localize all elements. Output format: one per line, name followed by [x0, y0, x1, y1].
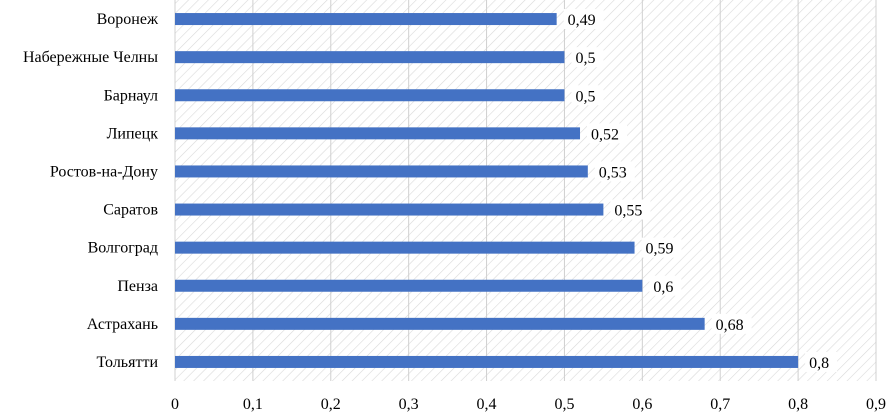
category-label: Волгоград	[88, 240, 158, 257]
data-label-bg	[610, 199, 651, 220]
data-label: 0,68	[716, 317, 744, 334]
category-label: Липецк	[107, 125, 159, 142]
data-label: 0,8	[809, 355, 829, 372]
data-label: 0,6	[653, 279, 673, 296]
category-label: Барнаул	[104, 87, 158, 104]
x-tick-label: 0,8	[788, 396, 808, 412]
bar	[175, 165, 588, 178]
x-tick-label: 0,3	[399, 396, 419, 412]
data-label: 0,53	[599, 164, 627, 181]
x-tick-label: 0,7	[710, 396, 730, 412]
category-label: Саратов	[103, 202, 158, 219]
data-label-bg	[805, 351, 838, 372]
category-label: Тольятти	[96, 354, 158, 371]
x-tick-label: 0,4	[477, 396, 497, 412]
bar	[175, 355, 799, 368]
x-tick-label: 0,5	[554, 396, 574, 412]
data-label: 0,52	[591, 126, 619, 143]
x-tick-label: 0	[171, 396, 179, 412]
category-label: Набережные Челны	[23, 49, 158, 66]
x-tick-label: 0,2	[321, 396, 341, 412]
bar	[175, 13, 557, 26]
data-label: 0,59	[646, 241, 674, 258]
data-label: 0,5	[575, 50, 595, 67]
x-tick-label: 0,9	[866, 396, 886, 412]
bar	[175, 51, 565, 64]
data-label: 0,55	[614, 203, 642, 220]
bar	[175, 203, 604, 216]
bar	[175, 317, 705, 330]
data-label-bg	[587, 123, 628, 144]
data-label-bg	[641, 237, 682, 258]
data-label-bg	[711, 313, 752, 334]
data-label-bg	[563, 9, 604, 30]
bar	[175, 127, 581, 140]
category-label: Ростов-на-Дону	[50, 163, 158, 180]
data-label-bg	[594, 161, 635, 182]
category-label: Воронеж	[97, 11, 159, 28]
plot-area	[175, 0, 876, 381]
category-label: Пенза	[117, 278, 158, 295]
data-label-bg	[649, 275, 682, 296]
data-label: 0,5	[575, 88, 595, 105]
category-label: Астрахань	[87, 316, 158, 333]
x-tick-label: 0,1	[243, 396, 263, 412]
x-tick-label: 0,6	[632, 396, 652, 412]
bar	[175, 279, 643, 292]
data-label-bg	[571, 47, 604, 68]
bar	[175, 241, 635, 254]
labels: 0 0,1 0,2 0,3 0,4 0,5 0,6 0,7 0,8 0,9 Воронеж 0,49 Н…	[23, 9, 886, 412]
bars	[175, 13, 799, 368]
bar	[175, 89, 565, 102]
data-label: 0,49	[568, 12, 596, 29]
grid-lines	[174, 0, 877, 381]
data-label-bg	[571, 85, 604, 106]
